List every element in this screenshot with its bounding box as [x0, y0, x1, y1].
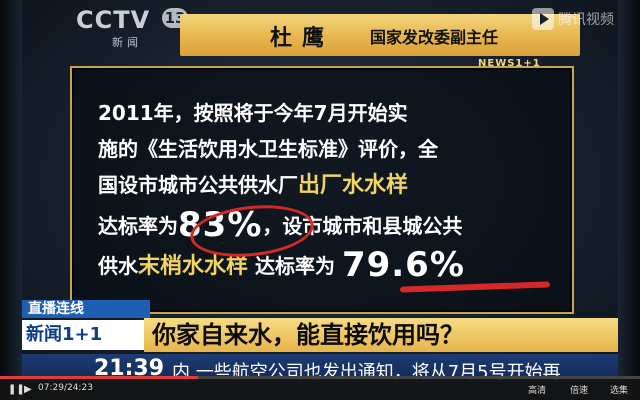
- headline: 你家自来水，能直接饮用吗？: [144, 318, 618, 352]
- left-edge: [0, 0, 22, 400]
- content-line-3: 国设市城市公共供水厂出厂水水样: [98, 173, 409, 198]
- content-line-1: 2011年，按照将于今年7月开始实: [98, 101, 408, 125]
- content-panel: [70, 66, 574, 314]
- quality-button[interactable]: 高清: [528, 386, 547, 396]
- percent-value: 79.6%: [341, 245, 465, 285]
- speaker-nameplate: 杜鹰 国家发改委副主任: [180, 14, 580, 56]
- episodes-button[interactable]: 选集: [610, 386, 629, 396]
- program-badge: NEWS1+1: [478, 58, 541, 69]
- channel-brand: CCTV: [76, 6, 151, 34]
- program-name: 新闻1+1: [22, 320, 148, 350]
- watermark-text: 腾讯视频: [558, 12, 614, 28]
- speed-button[interactable]: 倍速: [570, 386, 589, 396]
- channel-sub: 新闻: [112, 36, 142, 49]
- live-label: 直播连线: [22, 300, 150, 318]
- highlight-text: 出厂水水样: [298, 173, 409, 198]
- speaker-name: 杜鹰: [270, 26, 335, 51]
- content-text: 2011年，按照将于今年7月开始实 施的《生活饮用水卫生标准》评价，全 国设市城…: [98, 95, 568, 285]
- progress-fill: [0, 376, 199, 379]
- content-line-5: 供水末梢水水样 达标率为 79.6%: [98, 245, 465, 285]
- content-line-4: 达标率为83%，设市城市和县城公共: [98, 205, 463, 245]
- content-line-2: 施的《生活饮用水卫生标准》评价，全: [98, 137, 438, 161]
- highlight-text: 末梢水水样: [138, 254, 249, 279]
- player-controls: ❚❚ ▶ 07:29/24:23 高清 倍速 选集: [0, 376, 640, 400]
- percent-value: 83%: [178, 205, 263, 245]
- next-icon[interactable]: ▶: [24, 384, 32, 395]
- time-display: 07:29/24:23: [38, 383, 93, 393]
- right-edge: [618, 0, 640, 400]
- watermark: 腾讯视频: [532, 8, 614, 30]
- play-logo-icon: [532, 8, 554, 30]
- progress-bar[interactable]: [0, 376, 640, 379]
- play-pause-icon[interactable]: ❚❚: [8, 384, 25, 395]
- channel-logo: CCTV 13 新闻: [70, 6, 188, 50]
- speaker-title: 国家发改委副主任: [370, 28, 499, 47]
